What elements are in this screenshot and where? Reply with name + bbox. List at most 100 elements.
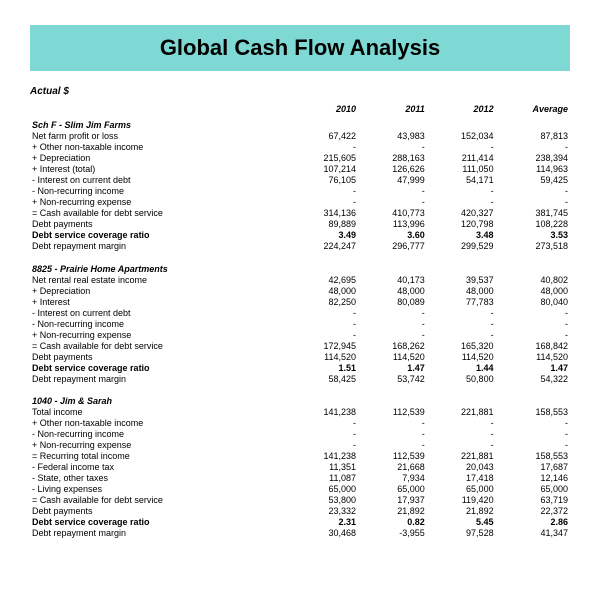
cell-value: 47,999: [358, 175, 427, 186]
cell-value: 63,719: [496, 495, 570, 506]
cell-value: -: [496, 186, 570, 197]
row-label: = Cash available for debt service: [30, 208, 289, 219]
cell-value: -: [496, 307, 570, 318]
row-label: - Non-recurring income: [30, 318, 289, 329]
row-label: - Non-recurring income: [30, 186, 289, 197]
table-row: = Cash available for debt service53,8001…: [30, 495, 570, 506]
row-label: - Interest on current debt: [30, 307, 289, 318]
cell-value: 53,742: [358, 373, 427, 384]
cell-value: -: [289, 186, 358, 197]
table-row: Net rental real estate income42,69540,17…: [30, 274, 570, 285]
cell-value: 65,000: [289, 484, 358, 495]
row-label: Net farm profit or loss: [30, 131, 289, 142]
cell-value: 215,605: [289, 153, 358, 164]
cell-value: 30,468: [289, 528, 358, 539]
cell-value: 113,996: [358, 219, 427, 230]
cashflow-table: 2010 2011 2012 Average Sch F - Slim Jim …: [30, 103, 570, 539]
row-label: + Other non-taxable income: [30, 418, 289, 429]
table-row: = Cash available for debt service314,136…: [30, 208, 570, 219]
cell-value: 238,394: [496, 153, 570, 164]
cell-value: 17,687: [496, 462, 570, 473]
row-label: - Federal income tax: [30, 462, 289, 473]
cell-value: 7,934: [358, 473, 427, 484]
cell-value: -: [358, 186, 427, 197]
cell-value: 126,626: [358, 164, 427, 175]
table-row: Debt repayment margin224,247296,777299,5…: [30, 241, 570, 252]
row-label: + Other non-taxable income: [30, 142, 289, 153]
table-row: - Non-recurring income----: [30, 429, 570, 440]
cell-value: 108,228: [496, 219, 570, 230]
table-row: - Interest on current debt----: [30, 307, 570, 318]
cell-value: 3.53: [496, 230, 570, 241]
cell-value: 54,171: [427, 175, 496, 186]
cell-value: 11,351: [289, 462, 358, 473]
row-label: Debt payments: [30, 506, 289, 517]
cell-value: 112,539: [358, 407, 427, 418]
cell-value: 2.86: [496, 517, 570, 528]
cell-value: 89,889: [289, 219, 358, 230]
row-label: Debt service coverage ratio: [30, 230, 289, 241]
cell-value: 65,000: [496, 484, 570, 495]
row-label: + Depreciation: [30, 285, 289, 296]
blank-header: [30, 103, 289, 114]
col-header: 2010: [289, 103, 358, 114]
cell-value: -: [358, 440, 427, 451]
cell-value: -: [358, 142, 427, 153]
table-row: = Cash available for debt service172,945…: [30, 340, 570, 351]
cell-value: 211,414: [427, 153, 496, 164]
cell-value: 17,418: [427, 473, 496, 484]
row-label: Net rental real estate income: [30, 274, 289, 285]
cell-value: 152,034: [427, 131, 496, 142]
cell-value: 41,347: [496, 528, 570, 539]
cell-value: -: [289, 142, 358, 153]
table-row: + Other non-taxable income----: [30, 142, 570, 153]
cell-value: 21,668: [358, 462, 427, 473]
cell-value: -: [358, 329, 427, 340]
cell-value: 39,537: [427, 274, 496, 285]
cell-value: 48,000: [427, 285, 496, 296]
cell-value: -: [427, 142, 496, 153]
cell-value: -: [427, 429, 496, 440]
table-row: - Federal income tax11,35121,66820,04317…: [30, 462, 570, 473]
cell-value: 107,214: [289, 164, 358, 175]
row-label: - Interest on current debt: [30, 175, 289, 186]
cell-value: 65,000: [427, 484, 496, 495]
cell-value: 158,553: [496, 451, 570, 462]
cell-value: 80,089: [358, 296, 427, 307]
cell-value: -: [358, 307, 427, 318]
table-row: Total income141,238112,539221,881158,553: [30, 407, 570, 418]
cell-value: 67,422: [289, 131, 358, 142]
cell-value: 114,520: [289, 351, 358, 362]
cell-value: 40,802: [496, 274, 570, 285]
cell-value: 1.47: [496, 362, 570, 373]
cell-value: 21,892: [427, 506, 496, 517]
cell-value: 77,783: [427, 296, 496, 307]
table-row: Debt payments89,889113,996120,798108,228: [30, 219, 570, 230]
cell-value: -: [289, 440, 358, 451]
cell-value: 314,136: [289, 208, 358, 219]
cell-value: 168,262: [358, 340, 427, 351]
cell-value: -: [496, 318, 570, 329]
cell-value: -: [427, 197, 496, 208]
row-label: + Interest (total): [30, 164, 289, 175]
cell-value: 299,529: [427, 241, 496, 252]
cell-value: -: [358, 429, 427, 440]
col-header: 2011: [358, 103, 427, 114]
table-row: Debt service coverage ratio2.310.825.452…: [30, 517, 570, 528]
row-label: Debt service coverage ratio: [30, 517, 289, 528]
row-label: = Cash available for debt service: [30, 495, 289, 506]
cell-value: -: [289, 307, 358, 318]
cell-value: 48,000: [289, 285, 358, 296]
section-header: Sch F - Slim Jim Farms: [30, 114, 570, 131]
cell-value: 114,520: [358, 351, 427, 362]
table-row: + Other non-taxable income----: [30, 418, 570, 429]
cell-value: 82,250: [289, 296, 358, 307]
section-header-row: 8825 - Prairie Home Apartments: [30, 258, 570, 275]
cell-value: -: [427, 418, 496, 429]
cell-value: 43,983: [358, 131, 427, 142]
row-label: Debt payments: [30, 351, 289, 362]
cell-value: -: [496, 440, 570, 451]
row-label: = Recurring total income: [30, 451, 289, 462]
cell-value: 119,420: [427, 495, 496, 506]
cell-value: -: [289, 418, 358, 429]
